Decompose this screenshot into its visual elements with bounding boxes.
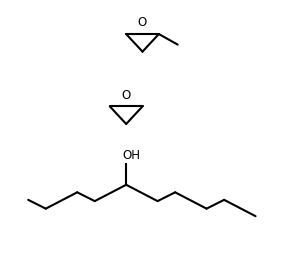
Text: O: O (121, 89, 131, 102)
Text: O: O (138, 16, 147, 29)
Text: OH: OH (122, 149, 140, 162)
